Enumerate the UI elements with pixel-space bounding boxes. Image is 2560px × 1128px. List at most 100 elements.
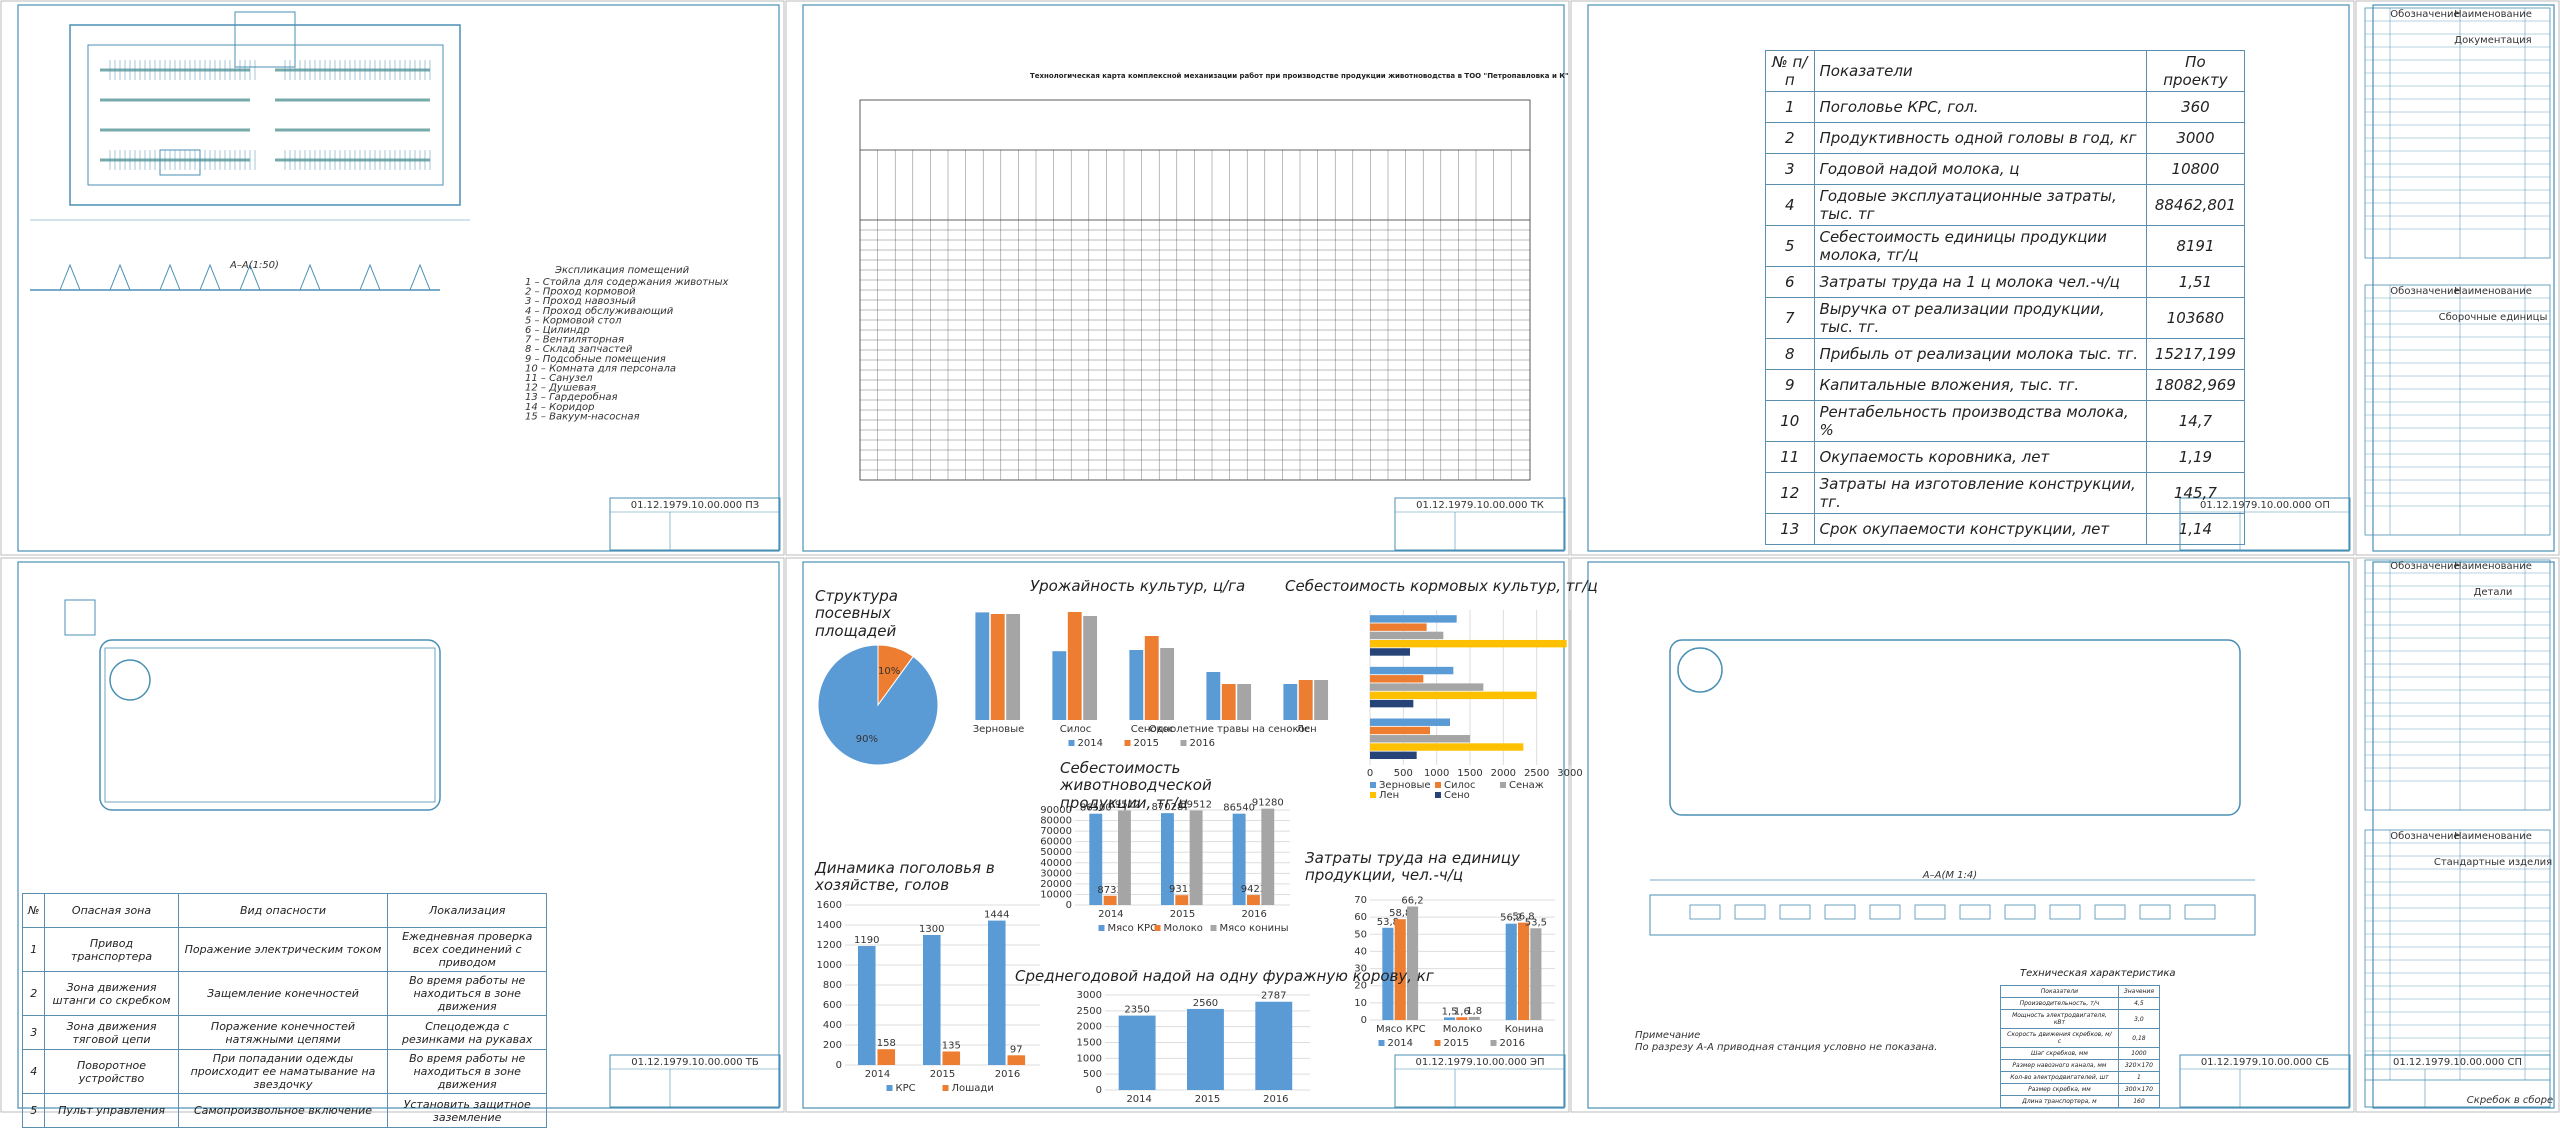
table-cell: 1,14 xyxy=(2145,513,2246,545)
y-tick-label: 80000 xyxy=(1040,816,1072,827)
legend-label: Силос xyxy=(1444,780,1476,791)
drawing-shape xyxy=(17,4,780,552)
bar xyxy=(1314,680,1329,720)
data-label: 56,2 xyxy=(1500,913,1522,924)
spec-assembly: Скребок в сборе xyxy=(2467,1094,2553,1106)
table-cell: 13 xyxy=(1765,513,1815,545)
legend-label: Лошади xyxy=(952,1083,994,1094)
table-cell: Рентабельность производства молока, % xyxy=(1813,400,2147,442)
chart-title: Динамика поголовья в хозяйстве, голов xyxy=(815,859,995,895)
legend-label: Зерновые xyxy=(1379,780,1431,791)
bar xyxy=(1530,928,1542,1020)
table-cell: 103680 xyxy=(2145,297,2246,339)
bar xyxy=(990,614,1005,720)
table-cell: Прибыль от реализации молока тыс. тг. xyxy=(1813,338,2147,370)
x-tick-label: 2500 xyxy=(1524,768,1549,779)
data-label: 97 xyxy=(1010,1044,1023,1055)
table-cell: Зона движения штанги со скребком xyxy=(44,971,179,1016)
legend-swatch xyxy=(1154,925,1161,931)
drawing-shape xyxy=(409,263,431,291)
table-cell: Установить защитное заземление xyxy=(387,1093,547,1128)
legend-swatch xyxy=(1500,782,1506,788)
drawing-shape xyxy=(2049,904,2081,920)
x-tick-label: Мясо КРС xyxy=(1376,1024,1426,1035)
data-label: 2560 xyxy=(1193,998,1218,1009)
bar xyxy=(1283,684,1298,720)
bar xyxy=(1052,651,1067,720)
drawing-shape xyxy=(299,263,321,291)
table-cell: Годовые эксплуатационные затраты, тыс. т… xyxy=(1813,184,2147,226)
stamp-code: 01.12.1979.10.00.000 ПЗ xyxy=(631,500,759,511)
drawing-shape xyxy=(1779,904,1811,920)
table-cell: 3000 xyxy=(2145,122,2246,154)
legend-swatch xyxy=(1098,925,1105,931)
bar xyxy=(1006,614,1021,720)
table-cell: 10 xyxy=(1765,400,1815,442)
drawing-shape xyxy=(87,44,444,186)
table-cell: 2 xyxy=(1765,122,1815,154)
explication-item: 9 – Подсобные помещения xyxy=(525,353,666,365)
data-label: 56,8 xyxy=(1512,912,1534,923)
x-tick-label: 2014 xyxy=(1126,1094,1151,1105)
table-cell: 9 xyxy=(1765,369,1815,401)
explication-item: 10 – Комната для персонала xyxy=(525,363,676,374)
legend-swatch xyxy=(1068,740,1075,746)
drawing-shape xyxy=(2179,1054,2351,1108)
legend-swatch xyxy=(886,1085,893,1091)
data-label: 158 xyxy=(877,1038,896,1049)
bar xyxy=(1370,699,1414,708)
table-cell: Опасная зона xyxy=(44,893,179,928)
x-tick-label: Сенокос xyxy=(1131,724,1174,735)
data-label: 135 xyxy=(942,1041,961,1052)
bar xyxy=(1103,895,1117,905)
bar xyxy=(858,946,876,1065)
bar xyxy=(1232,813,1246,905)
legend-swatch xyxy=(1210,925,1217,931)
bar xyxy=(1370,631,1444,640)
drawing-shape xyxy=(1649,894,2256,936)
table-cell: 3,0 xyxy=(2117,1009,2161,1029)
x-tick-label: 2014 xyxy=(865,1069,890,1080)
explication-item: 5 – Кормовой стол xyxy=(525,315,622,326)
spec-header: Обозначение xyxy=(2390,9,2459,20)
bar xyxy=(1089,813,1103,905)
y-tick-label: 0 xyxy=(1066,900,1072,911)
table-cell: Продуктивность одной головы в год, кг xyxy=(1813,122,2147,154)
legend-swatch xyxy=(1180,740,1187,746)
drawing-shape xyxy=(2364,1054,2551,1108)
spec-header: Наименование xyxy=(2454,561,2532,572)
table-cell: Во время работы не находиться в зоне дви… xyxy=(387,971,547,1016)
bar xyxy=(1221,684,1236,720)
x-tick-label: 2015 xyxy=(1195,1094,1220,1105)
bar xyxy=(1370,623,1427,631)
data-label: 53,5 xyxy=(1525,917,1547,928)
data-label: 53,8 xyxy=(1377,917,1399,928)
economics-table: № п/п Показатели По проекту 1 Поголовье КРС,… xyxy=(1765,50,2246,545)
table-cell: Мощность электродвигателя, кВт xyxy=(2000,1009,2119,1029)
bar xyxy=(1161,813,1174,905)
spec-header: Наименование xyxy=(2454,9,2532,20)
bar xyxy=(1370,683,1484,691)
table-cell: 1,19 xyxy=(2145,441,2246,473)
table-cell: Привод транспортера xyxy=(44,927,179,972)
tech-table-title: Техническая характеристика xyxy=(2020,968,2176,979)
table-cell: Вид опасности xyxy=(177,893,389,928)
table-cell: Длина транспортера, м xyxy=(2000,1095,2119,1108)
explication-item: 12 – Душевая xyxy=(525,383,596,394)
tech-card-title: Технологическая карта комплексной механи… xyxy=(1030,72,1569,80)
drawing-shape xyxy=(785,0,1570,556)
bar xyxy=(1370,615,1457,623)
table-cell: Во время работы не находиться в зоне дви… xyxy=(387,1049,547,1094)
bar xyxy=(1118,1015,1156,1090)
explication-item: 13 – Гардеробная xyxy=(525,391,618,403)
x-tick-label: 0 xyxy=(1367,768,1373,779)
table-cell: 6 xyxy=(1765,266,1815,298)
section-label: А–А(1:50) xyxy=(229,260,279,271)
data-label: 10% xyxy=(878,666,900,677)
y-tick-label: 60000 xyxy=(1040,837,1072,848)
bar xyxy=(1255,1001,1293,1090)
conveyor-loop xyxy=(99,639,441,811)
drawing-shape xyxy=(239,263,261,291)
chart-title: Себестоимость кормовых культур, тг/ц xyxy=(1285,577,1598,595)
legend-label: 2016 xyxy=(1190,738,1215,749)
